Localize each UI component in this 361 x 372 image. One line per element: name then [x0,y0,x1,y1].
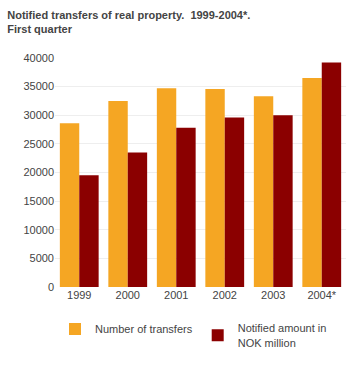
svg-text:2003: 2003 [261,289,285,301]
svg-text:20000: 20000 [23,166,54,178]
svg-text:2002: 2002 [213,289,237,301]
svg-text:1999: 1999 [67,289,91,301]
svg-text:35000: 35000 [23,80,54,92]
svg-text:15000: 15000 [23,195,54,207]
svg-text:Notified amount inNOK million: Notified amount inNOK million [238,322,327,348]
svg-text:10000: 10000 [23,224,54,236]
svg-text:2001: 2001 [164,289,188,301]
svg-text:25000: 25000 [23,138,54,150]
svg-text:2004*: 2004* [307,289,336,301]
svg-text:40000: 40000 [23,52,54,64]
svg-text:2000: 2000 [116,289,140,301]
svg-text:30000: 30000 [23,109,54,121]
svg-text:Notified transfers of real pro: Notified transfers of real property. 199… [7,9,250,35]
svg-text:Number of transfers: Number of transfers [95,323,193,335]
svg-text:0: 0 [48,281,54,293]
svg-text:5000: 5000 [30,252,54,264]
